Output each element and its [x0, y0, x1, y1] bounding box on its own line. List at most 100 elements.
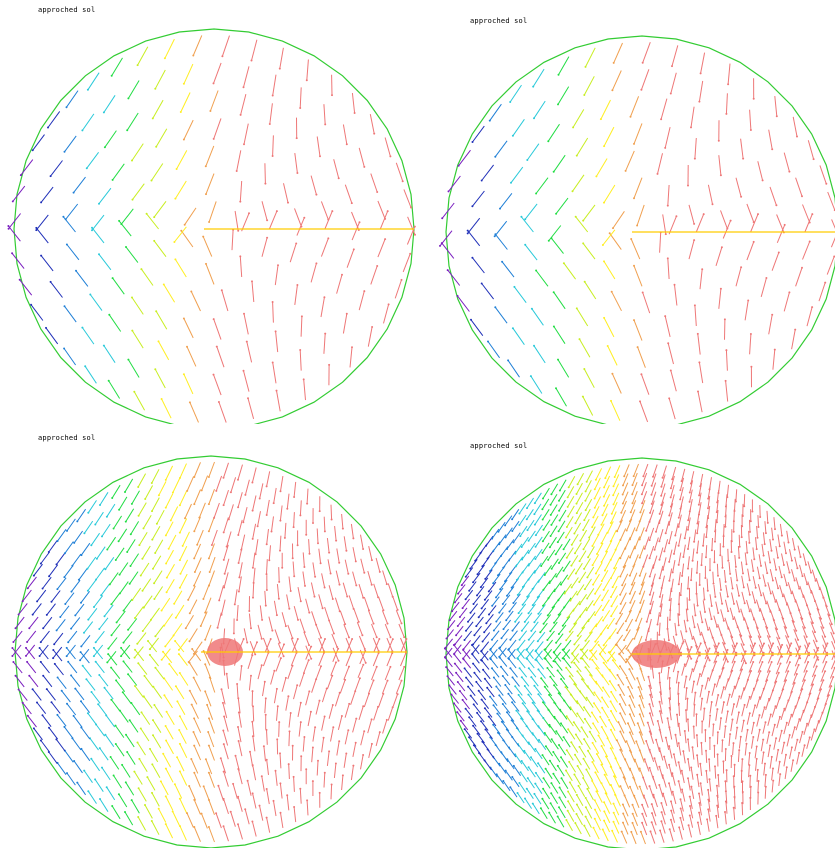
field-vector	[585, 666, 593, 677]
field-vector	[188, 650, 198, 663]
vector-head	[705, 556, 707, 559]
vector-head	[48, 726, 50, 729]
vector-head	[251, 481, 254, 484]
field-vector	[623, 629, 631, 641]
field-vector	[179, 743, 188, 759]
vector-head	[726, 595, 729, 598]
field-vector	[670, 484, 675, 498]
field-vector	[670, 494, 675, 507]
field-vector	[763, 763, 766, 776]
field-vector	[133, 391, 146, 411]
field-vector	[794, 556, 798, 569]
vector-head	[548, 582, 551, 584]
vector-head	[827, 694, 830, 697]
vector-head	[472, 724, 475, 727]
vector-head	[711, 669, 714, 672]
vector-head	[550, 792, 553, 795]
field-vector	[473, 594, 481, 605]
vector-head	[748, 610, 751, 613]
field-vector	[526, 658, 535, 669]
vector-head	[667, 342, 670, 345]
vector-head	[771, 313, 774, 316]
vector-head	[652, 566, 655, 569]
vector-head	[533, 513, 536, 516]
vector-head	[579, 648, 582, 651]
field-vector	[601, 531, 608, 544]
vector-head	[117, 540, 120, 543]
vector-head	[338, 583, 341, 586]
field-vector	[517, 792, 525, 804]
vector-head	[188, 640, 191, 643]
field-vector	[222, 730, 229, 746]
field-vector	[272, 301, 274, 323]
field-vector	[201, 813, 208, 829]
field-vector	[13, 661, 23, 674]
vector-head	[485, 622, 488, 625]
field-vector	[352, 742, 357, 757]
field-vector	[630, 96, 640, 117]
vector-head	[750, 636, 752, 638]
vector-head	[688, 795, 691, 798]
field-vector	[576, 308, 589, 327]
field-vector	[756, 714, 760, 727]
field-vector	[698, 362, 704, 384]
field-vector	[268, 210, 278, 230]
field-vector	[622, 473, 629, 486]
vector-head	[778, 545, 781, 548]
vector-head	[527, 578, 530, 581]
field-vector	[812, 639, 819, 651]
field-vector	[766, 661, 773, 673]
field-vector	[99, 492, 109, 506]
vector-head	[699, 673, 701, 676]
field-vector	[601, 764, 608, 777]
vector-head	[685, 709, 687, 712]
vector-head	[370, 718, 373, 721]
field-vector	[604, 559, 612, 571]
field-vector	[603, 494, 611, 507]
field-vector	[472, 725, 481, 736]
field-vector	[692, 747, 695, 760]
field-vector	[537, 571, 546, 583]
field-vector	[557, 765, 565, 777]
vector-head	[769, 713, 772, 716]
field-vector	[799, 564, 803, 577]
vector-head	[207, 503, 210, 506]
field-vector	[126, 112, 139, 131]
vector-head	[555, 212, 558, 215]
field-vector	[193, 516, 201, 532]
field-vector	[183, 318, 194, 339]
vector-head	[624, 758, 627, 761]
vector-head	[583, 706, 586, 709]
vector-head	[551, 606, 554, 609]
vector-head	[193, 717, 196, 720]
field-vector	[803, 572, 808, 585]
vector-head	[210, 544, 213, 546]
vector-head	[649, 693, 652, 696]
field-vector	[87, 713, 97, 726]
vector-head	[567, 577, 570, 580]
vector-head	[546, 667, 549, 669]
vector-head	[716, 708, 719, 711]
field-vector	[286, 795, 290, 811]
field-vector	[201, 475, 209, 491]
vector-head	[188, 689, 191, 692]
field-vector	[564, 583, 572, 594]
field-vector	[465, 621, 474, 632]
field-vector	[40, 661, 50, 674]
vector-head	[512, 764, 515, 767]
field-vector	[387, 707, 394, 721]
field-vector	[98, 187, 112, 205]
vector-head	[155, 522, 158, 525]
vector-head	[733, 645, 736, 648]
vector-head	[525, 787, 528, 790]
field-vector	[670, 370, 677, 392]
vector-head	[682, 640, 685, 643]
vector-head	[511, 629, 514, 632]
field-vector	[130, 702, 141, 716]
vector-head	[595, 790, 598, 793]
field-vector	[318, 652, 325, 667]
field-vector	[469, 558, 478, 569]
vector-head	[552, 291, 555, 294]
vector-head	[41, 587, 44, 590]
field-vector	[407, 216, 416, 235]
